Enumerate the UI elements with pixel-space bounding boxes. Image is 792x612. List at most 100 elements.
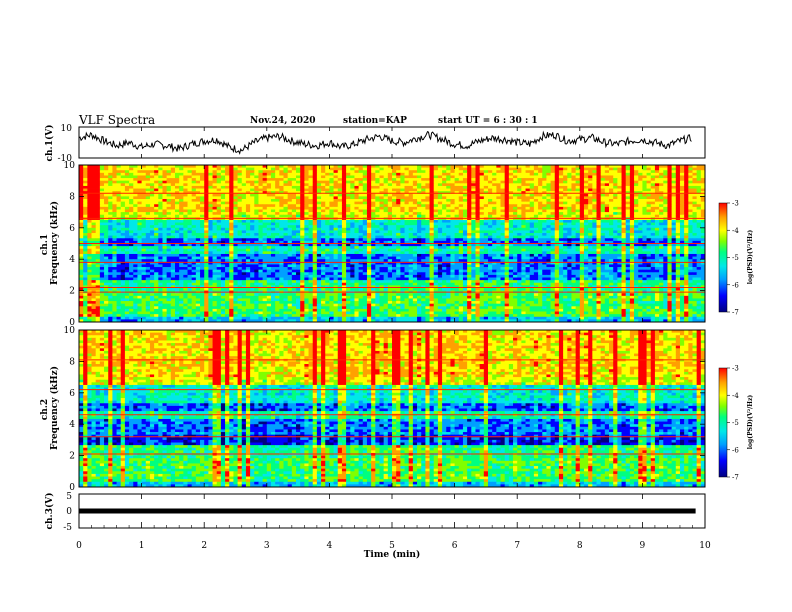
spectrogram-cell — [671, 233, 677, 237]
spectrogram-cell — [638, 243, 643, 247]
spectrogram-cell — [596, 219, 602, 223]
spectrogram-cell — [558, 233, 564, 237]
spectrogram-cell — [387, 193, 393, 197]
spectrogram-cell — [429, 238, 435, 242]
spectrogram-cell — [141, 235, 147, 239]
spectrogram-cell — [383, 214, 389, 218]
spectrogram-cell — [634, 209, 639, 213]
spectrogram-cell — [308, 191, 314, 195]
spectrogram-cell — [417, 222, 422, 226]
spectrogram-cell — [550, 172, 556, 176]
spectrogram-cell — [392, 212, 397, 216]
spectrogram-cell — [508, 183, 514, 187]
spectrogram-cell — [659, 248, 664, 252]
spectrogram-cell — [366, 209, 372, 213]
spectrogram-cell — [79, 230, 84, 234]
spectrogram-cell — [450, 238, 455, 242]
spectrogram-cell — [700, 178, 706, 182]
spectrogram-cell — [412, 193, 418, 197]
spectrogram-cell — [200, 240, 205, 244]
spectrogram-cell — [283, 238, 289, 242]
spectrogram-cell — [521, 225, 526, 229]
spectrogram-cell — [596, 185, 602, 189]
spectrogram-cell — [83, 185, 88, 189]
spectrogram-cell — [191, 178, 197, 182]
spectrogram-cell — [195, 235, 201, 239]
spectrogram-cell — [362, 193, 368, 197]
spectrogram-cell — [454, 230, 460, 234]
spectrogram-cell — [613, 167, 618, 171]
spectrogram-cell — [104, 227, 109, 231]
spectrogram-cell — [250, 188, 255, 192]
spectrogram-cell — [304, 180, 309, 184]
spectrogram-cell — [654, 238, 660, 242]
spectrogram-cell — [375, 206, 380, 210]
spectrogram-cell — [141, 185, 147, 189]
spectrogram-cell — [387, 246, 393, 250]
spectrogram-cell — [450, 201, 455, 205]
spectrogram-cell — [145, 180, 151, 184]
spectrogram-cell — [124, 193, 130, 197]
spectrogram-cell — [133, 238, 138, 242]
spectrogram-cell — [604, 214, 610, 218]
spectrogram-cell — [558, 165, 564, 169]
spectrogram-cell — [696, 248, 702, 252]
spectrogram-cell — [684, 248, 689, 252]
spectrogram-cell — [200, 191, 205, 195]
spectrogram-cell — [183, 214, 188, 218]
spectrogram-cell — [158, 204, 163, 208]
spectrogram-cell — [529, 225, 535, 229]
spectrogram-cell — [291, 180, 297, 184]
spectrogram-cell — [604, 225, 610, 229]
spectrogram-cell — [483, 178, 489, 182]
spectrogram-cell — [379, 191, 385, 195]
spectrogram-cell — [275, 170, 280, 174]
spectrogram-cell — [667, 188, 673, 192]
spectrogram-cell — [688, 201, 693, 205]
spectrogram-cell — [241, 209, 247, 213]
spectrogram-cell — [283, 222, 289, 226]
spectrogram-cell — [671, 185, 677, 189]
spectrogram-cell — [487, 170, 493, 174]
spectrogram-cell — [366, 230, 372, 234]
spectrogram-cell — [496, 180, 501, 184]
spectrogram-cell — [341, 167, 347, 171]
spectrogram-cell — [421, 240, 426, 244]
spectrogram-cell — [429, 235, 435, 239]
spectrogram-cell — [308, 201, 314, 205]
spectrogram-cell — [429, 165, 435, 169]
spectrogram-cell — [270, 193, 276, 197]
spectrogram-cell — [129, 206, 134, 210]
spectrogram-cell — [446, 227, 451, 231]
spectrogram-cell — [625, 183, 631, 187]
spectrogram-cell — [179, 172, 184, 176]
spectrogram-cell — [312, 193, 318, 197]
spectrogram-cell — [179, 240, 184, 244]
spectrogram-cell — [79, 185, 84, 189]
spectrogram-cell — [275, 199, 280, 203]
spectrogram-cell — [341, 233, 347, 237]
spectrogram-cell — [650, 170, 656, 174]
spectrogram-cell — [112, 170, 117, 174]
spectrogram-cell — [471, 225, 476, 229]
spectrogram-cell — [304, 196, 309, 200]
spectrogram-cell — [379, 175, 385, 179]
spectrogram-cell — [404, 240, 410, 244]
spectrogram-cell — [325, 243, 330, 247]
spectrogram-cell — [450, 235, 455, 239]
spectrogram-cell — [654, 178, 660, 182]
spectrogram-cell — [554, 193, 560, 197]
spectrogram-cell — [275, 183, 280, 187]
spectrogram-cell — [583, 175, 589, 179]
spectrogram-cell — [183, 196, 188, 200]
spectrogram-cell — [304, 243, 309, 247]
spectrogram-cell — [95, 243, 101, 247]
spectrogram-cell — [187, 165, 193, 169]
start-ut-label: start UT = 6 : 30 : 1 — [438, 116, 538, 126]
spectrogram-cell — [383, 178, 389, 182]
spectrogram-cell — [204, 193, 209, 197]
spectrogram-cell — [567, 201, 572, 205]
spectrogram-cell — [396, 193, 401, 197]
spectrogram-cell — [525, 233, 531, 237]
spectrogram-cell — [346, 243, 351, 247]
